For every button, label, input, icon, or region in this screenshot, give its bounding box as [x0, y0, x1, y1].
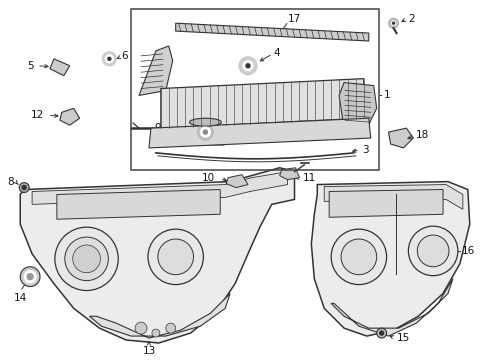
Text: 18: 18	[416, 130, 430, 140]
Circle shape	[380, 331, 384, 335]
Circle shape	[239, 57, 257, 75]
Circle shape	[377, 328, 387, 338]
Polygon shape	[161, 78, 364, 128]
Circle shape	[417, 235, 449, 267]
Circle shape	[22, 185, 26, 189]
Ellipse shape	[190, 118, 221, 126]
Polygon shape	[339, 82, 377, 128]
Polygon shape	[57, 189, 220, 219]
Polygon shape	[389, 128, 414, 148]
Text: 12: 12	[31, 110, 44, 120]
Circle shape	[102, 52, 116, 66]
Polygon shape	[329, 189, 443, 217]
Polygon shape	[280, 168, 299, 180]
Text: 4: 4	[274, 48, 280, 58]
Circle shape	[158, 239, 194, 275]
Circle shape	[19, 183, 29, 193]
Polygon shape	[50, 59, 70, 76]
Polygon shape	[90, 293, 230, 338]
Text: 11: 11	[302, 173, 316, 183]
Polygon shape	[149, 118, 371, 148]
Polygon shape	[331, 279, 453, 336]
Polygon shape	[226, 175, 248, 188]
Polygon shape	[32, 172, 288, 204]
Text: 8: 8	[8, 177, 14, 186]
Polygon shape	[60, 108, 80, 125]
Circle shape	[203, 130, 207, 134]
Polygon shape	[189, 122, 224, 145]
Circle shape	[105, 55, 113, 63]
Circle shape	[243, 61, 253, 71]
Circle shape	[392, 22, 394, 24]
Circle shape	[55, 227, 118, 291]
Circle shape	[246, 64, 250, 68]
Text: 6: 6	[121, 51, 128, 61]
Circle shape	[27, 274, 33, 280]
Text: 5: 5	[27, 61, 34, 71]
Text: 16: 16	[433, 246, 446, 256]
Polygon shape	[311, 181, 470, 336]
Text: 14: 14	[14, 293, 27, 303]
Circle shape	[152, 329, 160, 337]
Circle shape	[24, 271, 36, 283]
Polygon shape	[324, 185, 463, 209]
Bar	[131, 9, 379, 170]
Text: 3: 3	[362, 145, 368, 155]
Circle shape	[389, 18, 398, 28]
Circle shape	[392, 21, 395, 25]
Polygon shape	[20, 168, 294, 343]
Circle shape	[108, 57, 111, 60]
Text: 2: 2	[408, 14, 415, 24]
Text: 10: 10	[202, 173, 215, 183]
Circle shape	[197, 124, 213, 140]
Circle shape	[20, 267, 40, 287]
Text: 13: 13	[142, 346, 156, 356]
Circle shape	[65, 237, 108, 280]
Circle shape	[73, 245, 100, 273]
Polygon shape	[176, 23, 369, 41]
Circle shape	[408, 226, 458, 276]
Circle shape	[331, 229, 387, 284]
Circle shape	[166, 323, 176, 333]
Circle shape	[135, 322, 147, 334]
Circle shape	[148, 229, 203, 284]
Circle shape	[341, 239, 377, 275]
Text: 1: 1	[384, 90, 390, 100]
Circle shape	[200, 127, 210, 137]
Text: 17: 17	[288, 14, 301, 24]
Polygon shape	[139, 46, 172, 95]
Text: 9: 9	[154, 123, 161, 133]
Text: 7: 7	[168, 105, 174, 115]
Text: 16: 16	[462, 246, 475, 256]
Text: 15: 15	[396, 333, 410, 343]
